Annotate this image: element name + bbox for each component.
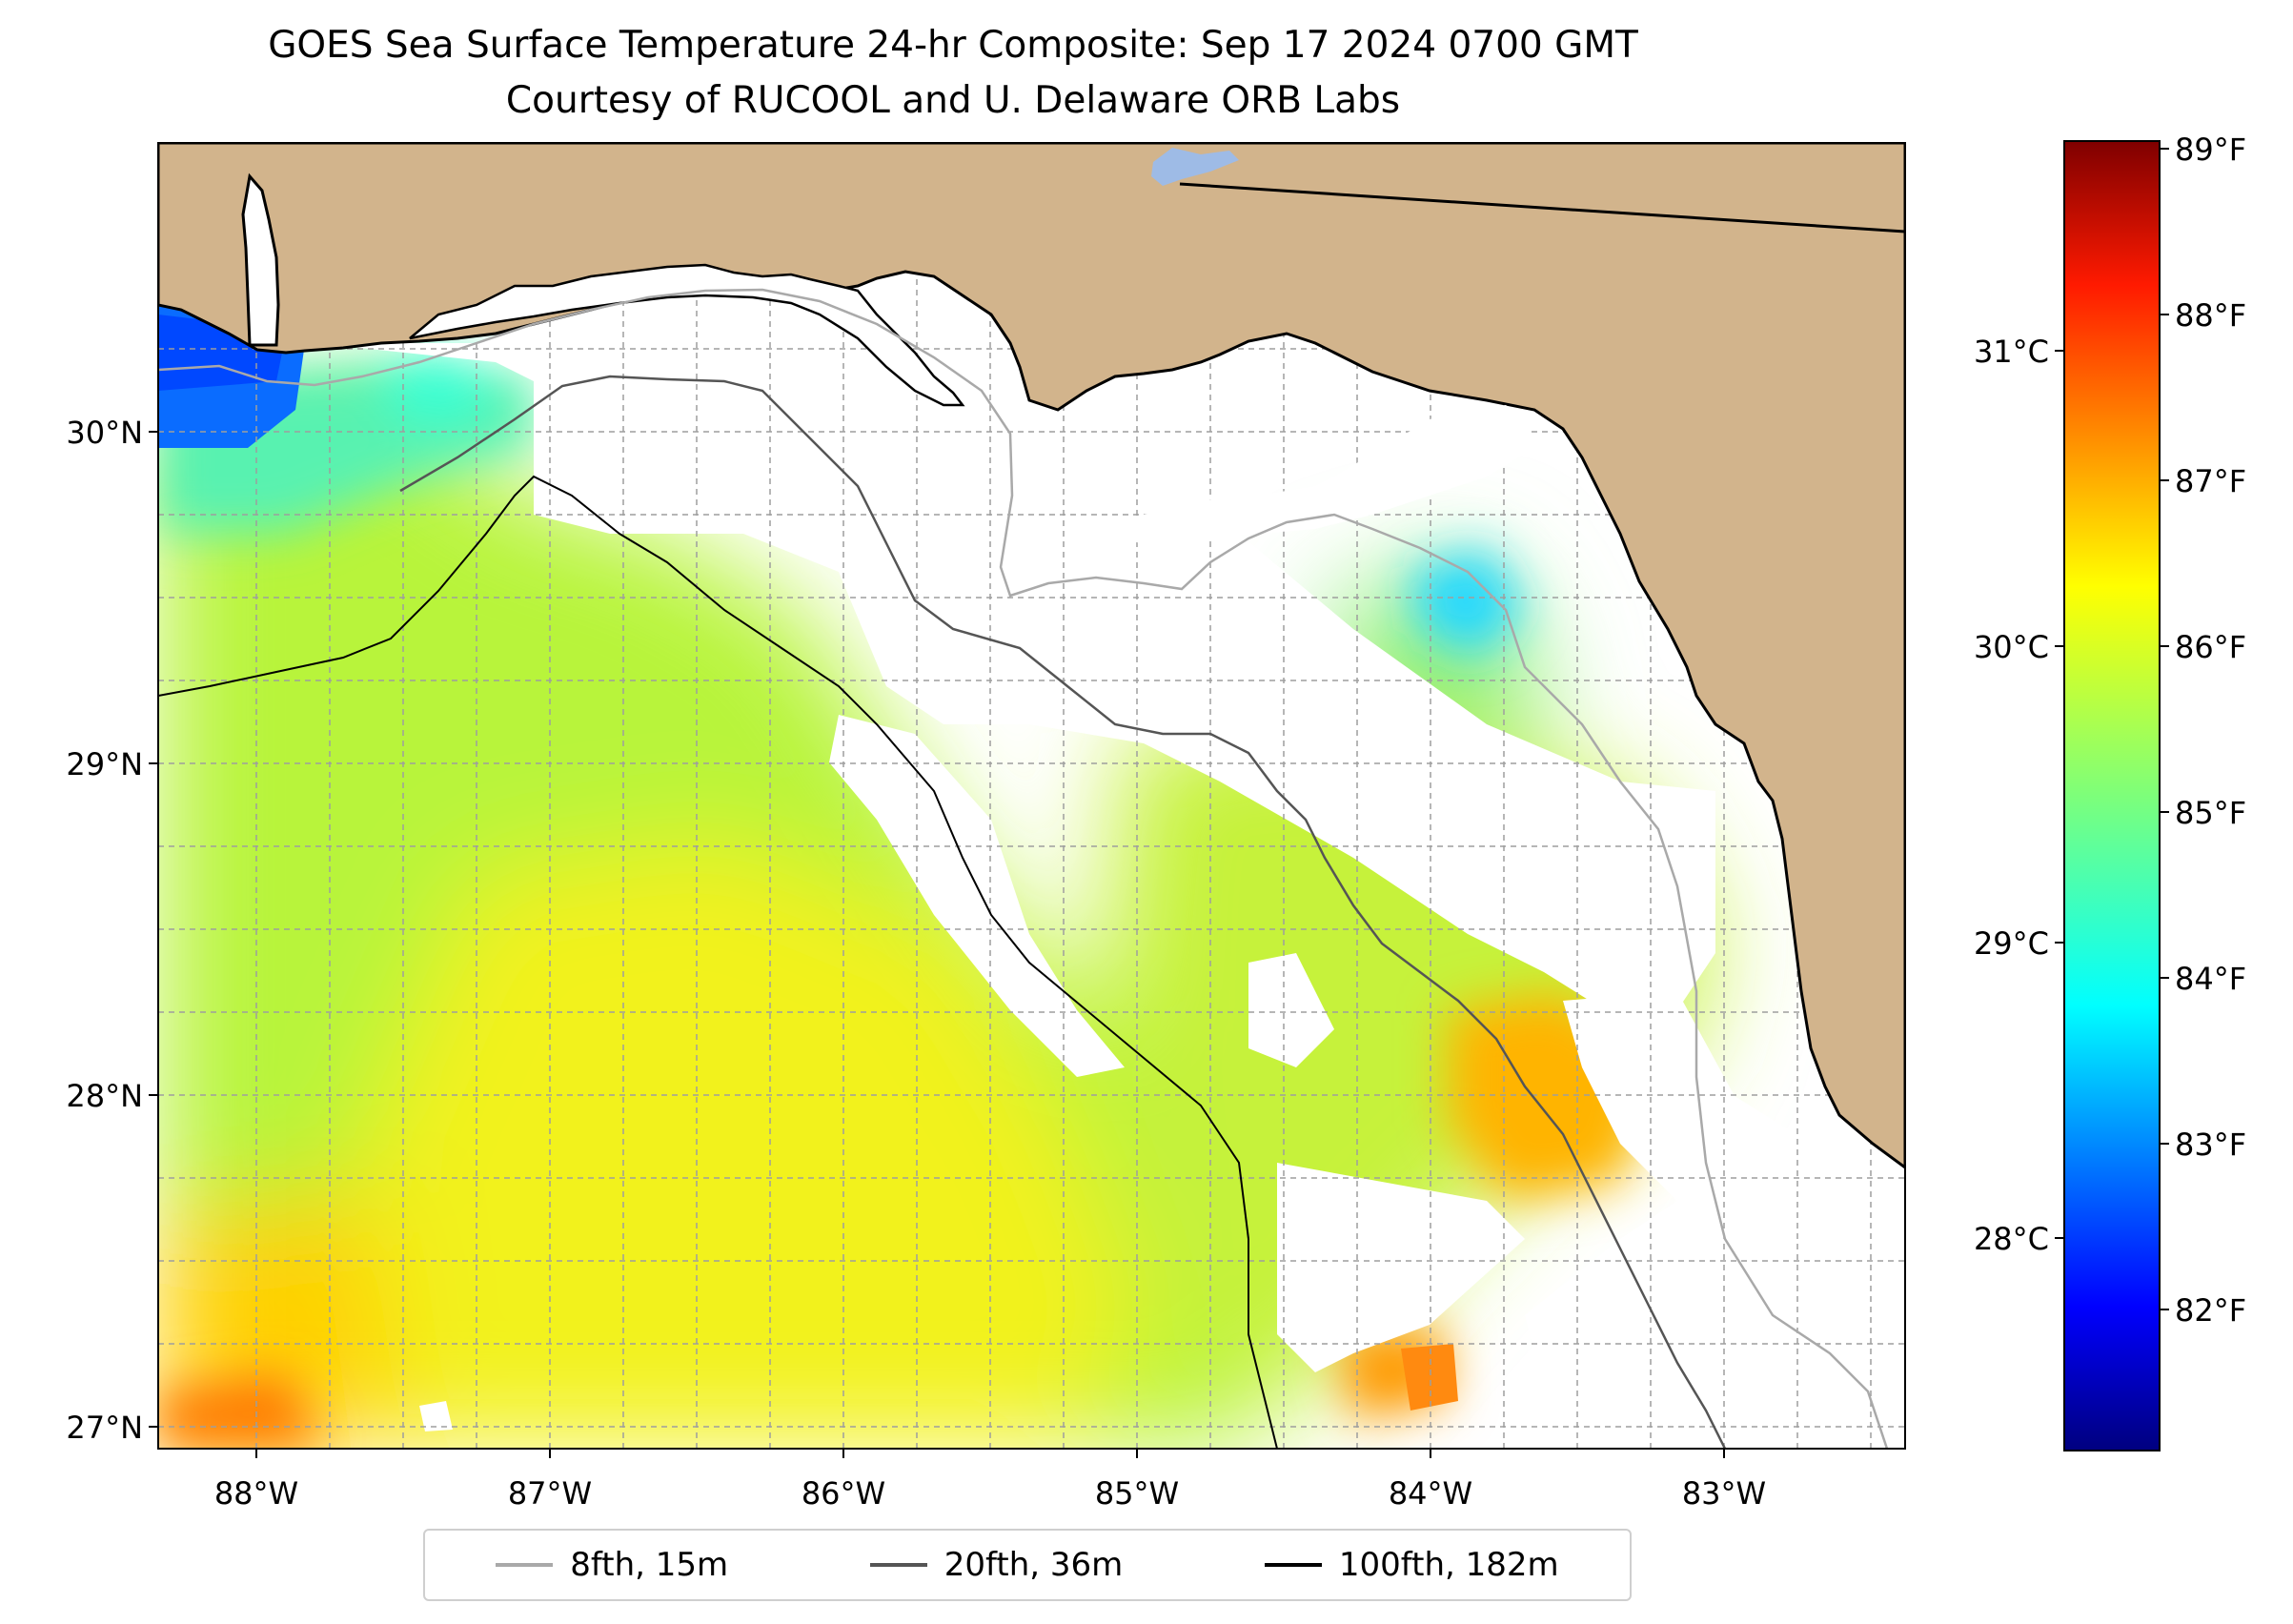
lat-tick-label: 28°N <box>66 1078 143 1114</box>
sst-big-bend-cool <box>1410 548 1525 658</box>
fahrenheit-tick-label: 87°F <box>2175 463 2246 499</box>
no-data-shelf-region <box>534 286 1715 1020</box>
state-boundary <box>1179 182 1905 233</box>
map-panel <box>158 143 1905 1449</box>
fahrenheit-tick-label: 86°F <box>2175 629 2246 665</box>
chart-title: GOES Sea Surface Temperature 24-hr Compo… <box>268 24 1638 67</box>
sst-nw-teal <box>381 353 496 419</box>
sst-central-yellow <box>362 839 1144 1449</box>
no-data-small-east <box>1468 858 1544 934</box>
fahrenheit-tick-label: 89°F <box>2175 132 2246 168</box>
fahrenheit-tick-label: 83°F <box>2175 1127 2246 1163</box>
lat-tick-label: 27°N <box>66 1410 143 1446</box>
mobile-bay-inlet <box>241 173 280 347</box>
fahrenheit-tick-label: 82°F <box>2175 1292 2246 1329</box>
isobath-100fth <box>158 475 1278 1449</box>
legend-label: 100fth, 182m <box>1338 1546 1559 1584</box>
legend-label: 8fth, 15m <box>570 1546 729 1584</box>
lon-tick-label: 85°W <box>1095 1475 1179 1512</box>
fahrenheit-tick-label: 85°F <box>2175 795 2246 831</box>
celsius-tick-label: 28°C <box>1974 1221 2049 1257</box>
panhandle-bays <box>409 263 965 407</box>
no-data-sw-hole <box>419 1401 453 1431</box>
legend-swatch <box>869 1563 927 1567</box>
isobath-8fth <box>158 288 1889 1449</box>
fahrenheit-tick-label: 84°F <box>2175 961 2246 997</box>
isobath-legend: 8fth, 15m 20fth, 36m 100fth, 182m <box>423 1529 1632 1601</box>
celsius-tick-label: 30°C <box>1974 629 2049 665</box>
no-data-coastal-strip <box>315 305 667 381</box>
legend-label: 20fth, 36m <box>944 1546 1124 1584</box>
sst-field <box>158 297 1811 1449</box>
colorbar: 82°F 83°F 84°F 85°F 86°F 87°F 88°F 89°F … <box>1974 132 2246 1451</box>
no-data-coast-gulf-east <box>1525 991 1905 1449</box>
apalachee-bay <box>1067 405 1534 543</box>
lon-tick-label: 86°W <box>802 1475 885 1512</box>
isobath-20fth <box>399 375 1727 1449</box>
land-mass <box>158 143 1905 1169</box>
celsius-tick-label: 31°C <box>1974 334 2049 370</box>
no-data-east-south <box>1277 1163 1525 1372</box>
lake <box>1151 148 1239 186</box>
lon-tick-label: 83°W <box>1682 1475 1766 1512</box>
sst-se-warm-patch <box>1401 1344 1458 1411</box>
colorbar-gradient <box>2063 140 2161 1451</box>
lat-tick-label: 30°N <box>66 415 143 451</box>
lat-axis: 27°N 28°N 29°N 30°N <box>66 415 158 1446</box>
lon-tick-label: 87°W <box>508 1475 592 1512</box>
fahrenheit-tick-label: 88°F <box>2175 297 2246 334</box>
sst-sw-corner <box>158 1372 324 1449</box>
legend-swatch <box>496 1563 554 1567</box>
lat-tick-label: 29°N <box>66 746 143 782</box>
no-data-mask <box>315 286 1905 1449</box>
lon-axis: 88°W 87°W 86°W 85°W 84°W 83°W <box>214 1449 1766 1512</box>
legend-item-100fth: 100fth, 182m <box>1264 1546 1559 1584</box>
lon-tick-label: 88°W <box>214 1475 298 1512</box>
legend-item-20fth: 20fth, 36m <box>869 1546 1124 1584</box>
legend-item-8fth: 8fth, 15m <box>496 1546 728 1584</box>
celsius-tick-label: 29°C <box>1974 925 2049 962</box>
no-data-east-mid <box>1248 953 1334 1067</box>
legend-swatch <box>1264 1563 1322 1567</box>
map-frame <box>157 142 1906 1450</box>
no-data-central-gap <box>829 715 1125 1077</box>
chart-subtitle: Courtesy of RUCOOL and U. Delaware ORB L… <box>505 79 1401 122</box>
lon-tick-label: 84°W <box>1389 1475 1472 1512</box>
